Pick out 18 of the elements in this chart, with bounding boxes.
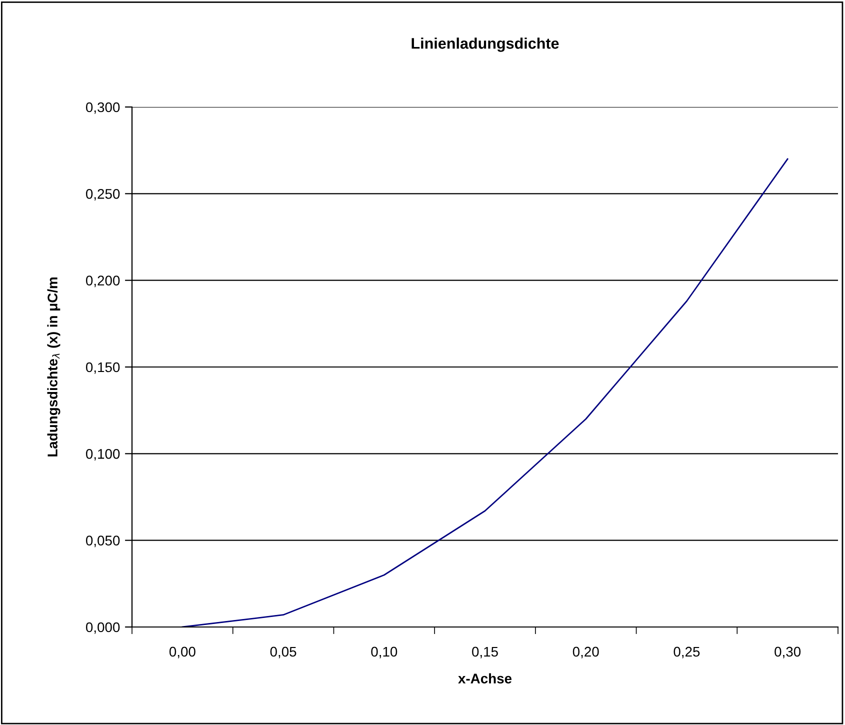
y-tick-label: 0,000 (86, 622, 120, 634)
x-tick-label: 0,25 (674, 646, 700, 658)
chart-title: Linienladungsdichte (412, 38, 559, 52)
y-tick-label: 0,250 (86, 189, 120, 200)
line-series (182, 158, 788, 627)
x-axis-title: x-Achse (458, 673, 512, 684)
x-tick-label: 0,30 (774, 646, 801, 658)
x-tick-label: 0,10 (371, 646, 398, 658)
y-tick-label: 0,300 (86, 102, 120, 114)
x-tick-label: 0,00 (169, 646, 196, 658)
y-tick-label: 0,050 (86, 536, 120, 548)
y-tick-label: 0,200 (86, 276, 120, 288)
y-tick-label: 0,150 (86, 362, 120, 374)
y-tick-label: 0,100 (86, 449, 120, 460)
x-tick-label: 0,20 (572, 646, 599, 658)
x-tick-label: 0,15 (472, 646, 498, 658)
x-tick-label: 0,05 (270, 646, 296, 658)
y-axis-title: Ladungsdichte$_{λ}$ (x) in μC/m (47, 278, 60, 456)
